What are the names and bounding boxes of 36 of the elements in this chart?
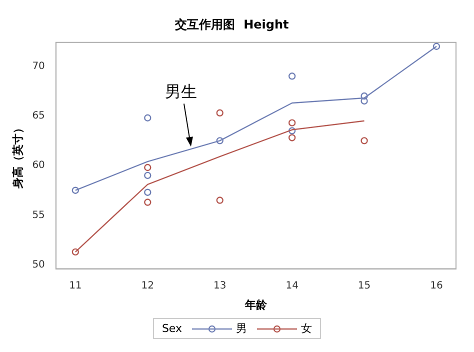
point: [144, 114, 152, 122]
point: [288, 119, 296, 126]
y-tick-label: 55: [32, 210, 45, 221]
x-tick-label: 14: [286, 280, 298, 292]
point: [432, 42, 440, 50]
point: [360, 137, 368, 144]
y-tick-label: 70: [32, 60, 45, 72]
legend-label: 女: [301, 321, 312, 336]
x-tick-label: 13: [213, 280, 226, 292]
x-tick-label: 11: [69, 280, 82, 292]
point: [72, 186, 80, 194]
point: [216, 109, 224, 116]
point: [360, 97, 368, 105]
point: [360, 92, 368, 100]
legend-title: Sex: [162, 322, 182, 335]
point: [144, 172, 152, 180]
point: [288, 127, 296, 134]
x-tick-label: 16: [430, 280, 443, 292]
point: [144, 188, 152, 196]
x-tick-label: 15: [358, 280, 371, 292]
y-tick-label: 50: [32, 259, 45, 270]
legend-label: 男: [236, 321, 248, 336]
annotation: 男生: [164, 82, 197, 101]
y-tick-label: 60: [32, 160, 45, 172]
point: [216, 196, 224, 204]
x-tick-label: 12: [141, 280, 154, 292]
y-tick-label: 65: [32, 110, 45, 122]
point: [72, 248, 80, 256]
point: [288, 134, 296, 142]
point: [288, 72, 296, 80]
point: [144, 164, 152, 172]
y-axis-title: 身高（英寸）: [11, 122, 24, 190]
x-axis-title: 年龄: [244, 298, 268, 312]
point: [216, 137, 224, 144]
point: [144, 198, 152, 206]
chart-title: 交互作用图 Height: [174, 17, 290, 32]
